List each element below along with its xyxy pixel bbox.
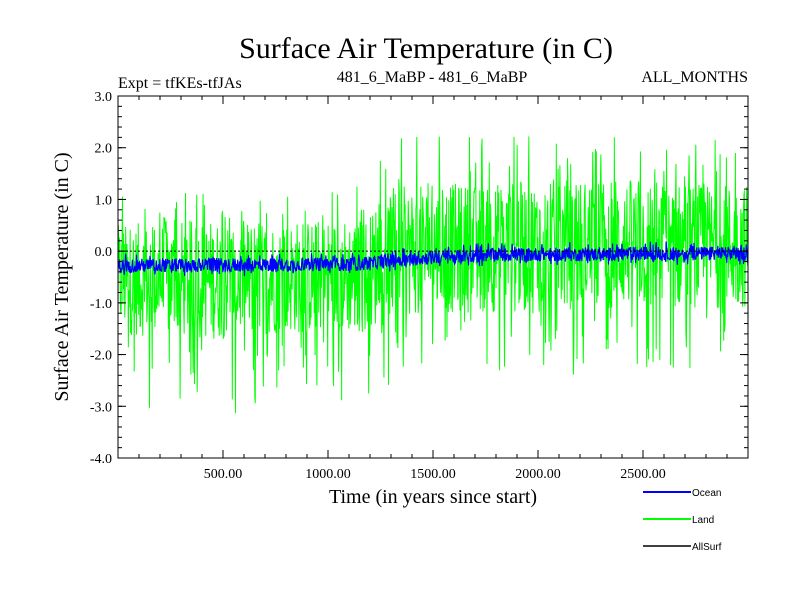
subtitle-experiment: Expt = tfKEs-tfJAs: [118, 75, 242, 92]
x-tick-label: 500.00: [204, 467, 243, 482]
legend-label-ocean: Ocean: [692, 488, 721, 499]
x-tick-label: 2500.00: [620, 467, 666, 482]
x-tick-label: 1500.00: [410, 467, 456, 482]
y-tick-label: 0.0: [95, 245, 113, 260]
plot-area: [118, 136, 748, 414]
axes: 3.0 2.0 1.0 0.0 -1.0 -2.0 -3.0 -4.0 500.00 1000.0…: [90, 90, 748, 482]
subtitle-months: ALL_MONTHS: [641, 69, 748, 86]
subtitle-runs: 481_6_MaBP - 481_6_MaBP: [337, 69, 528, 86]
y-tick-label: 1.0: [95, 193, 113, 208]
x-tick-label: 2000.00: [515, 467, 561, 482]
y-tick-label: 2.0: [95, 142, 113, 157]
legend: Ocean Land AllSurf: [643, 488, 722, 553]
series-ocean-line: [118, 241, 748, 277]
y-tick-label: -4.0: [90, 452, 112, 467]
y-tick-label: -3.0: [90, 400, 112, 415]
legend-label-allsurf: AllSurf: [692, 542, 722, 553]
y-tick-label: -1.0: [90, 297, 112, 312]
chart-title: Surface Air Temperature (in C): [239, 32, 613, 65]
y-tick-label: -2.0: [90, 349, 112, 364]
legend-label-land: Land: [692, 515, 714, 526]
y-axis-label: Surface Air Temperature (in C): [51, 152, 73, 401]
x-tick-label: 1000.00: [305, 467, 351, 482]
x-axis-label: Time (in years since start): [329, 486, 537, 508]
y-tick-label: 3.0: [95, 90, 113, 105]
series-land: [118, 136, 748, 414]
series-land-line: [118, 136, 748, 414]
series-ocean: [118, 241, 748, 277]
